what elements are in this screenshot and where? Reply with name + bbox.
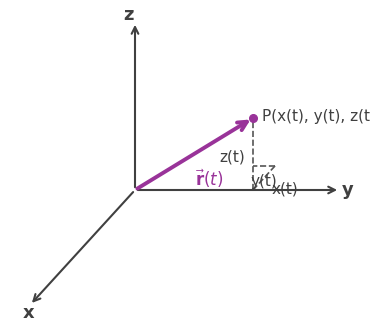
Text: P(x(t), y(t), z(t)): P(x(t), y(t), z(t)) — [262, 109, 370, 124]
Text: z(t): z(t) — [220, 150, 246, 165]
Text: y: y — [342, 181, 354, 199]
Text: y(t): y(t) — [251, 174, 278, 189]
Text: x: x — [22, 304, 34, 322]
Text: z: z — [123, 6, 134, 24]
Text: x(t): x(t) — [272, 181, 298, 196]
Text: $\vec{\mathbf{r}}(t)$: $\vec{\mathbf{r}}(t)$ — [195, 167, 223, 190]
